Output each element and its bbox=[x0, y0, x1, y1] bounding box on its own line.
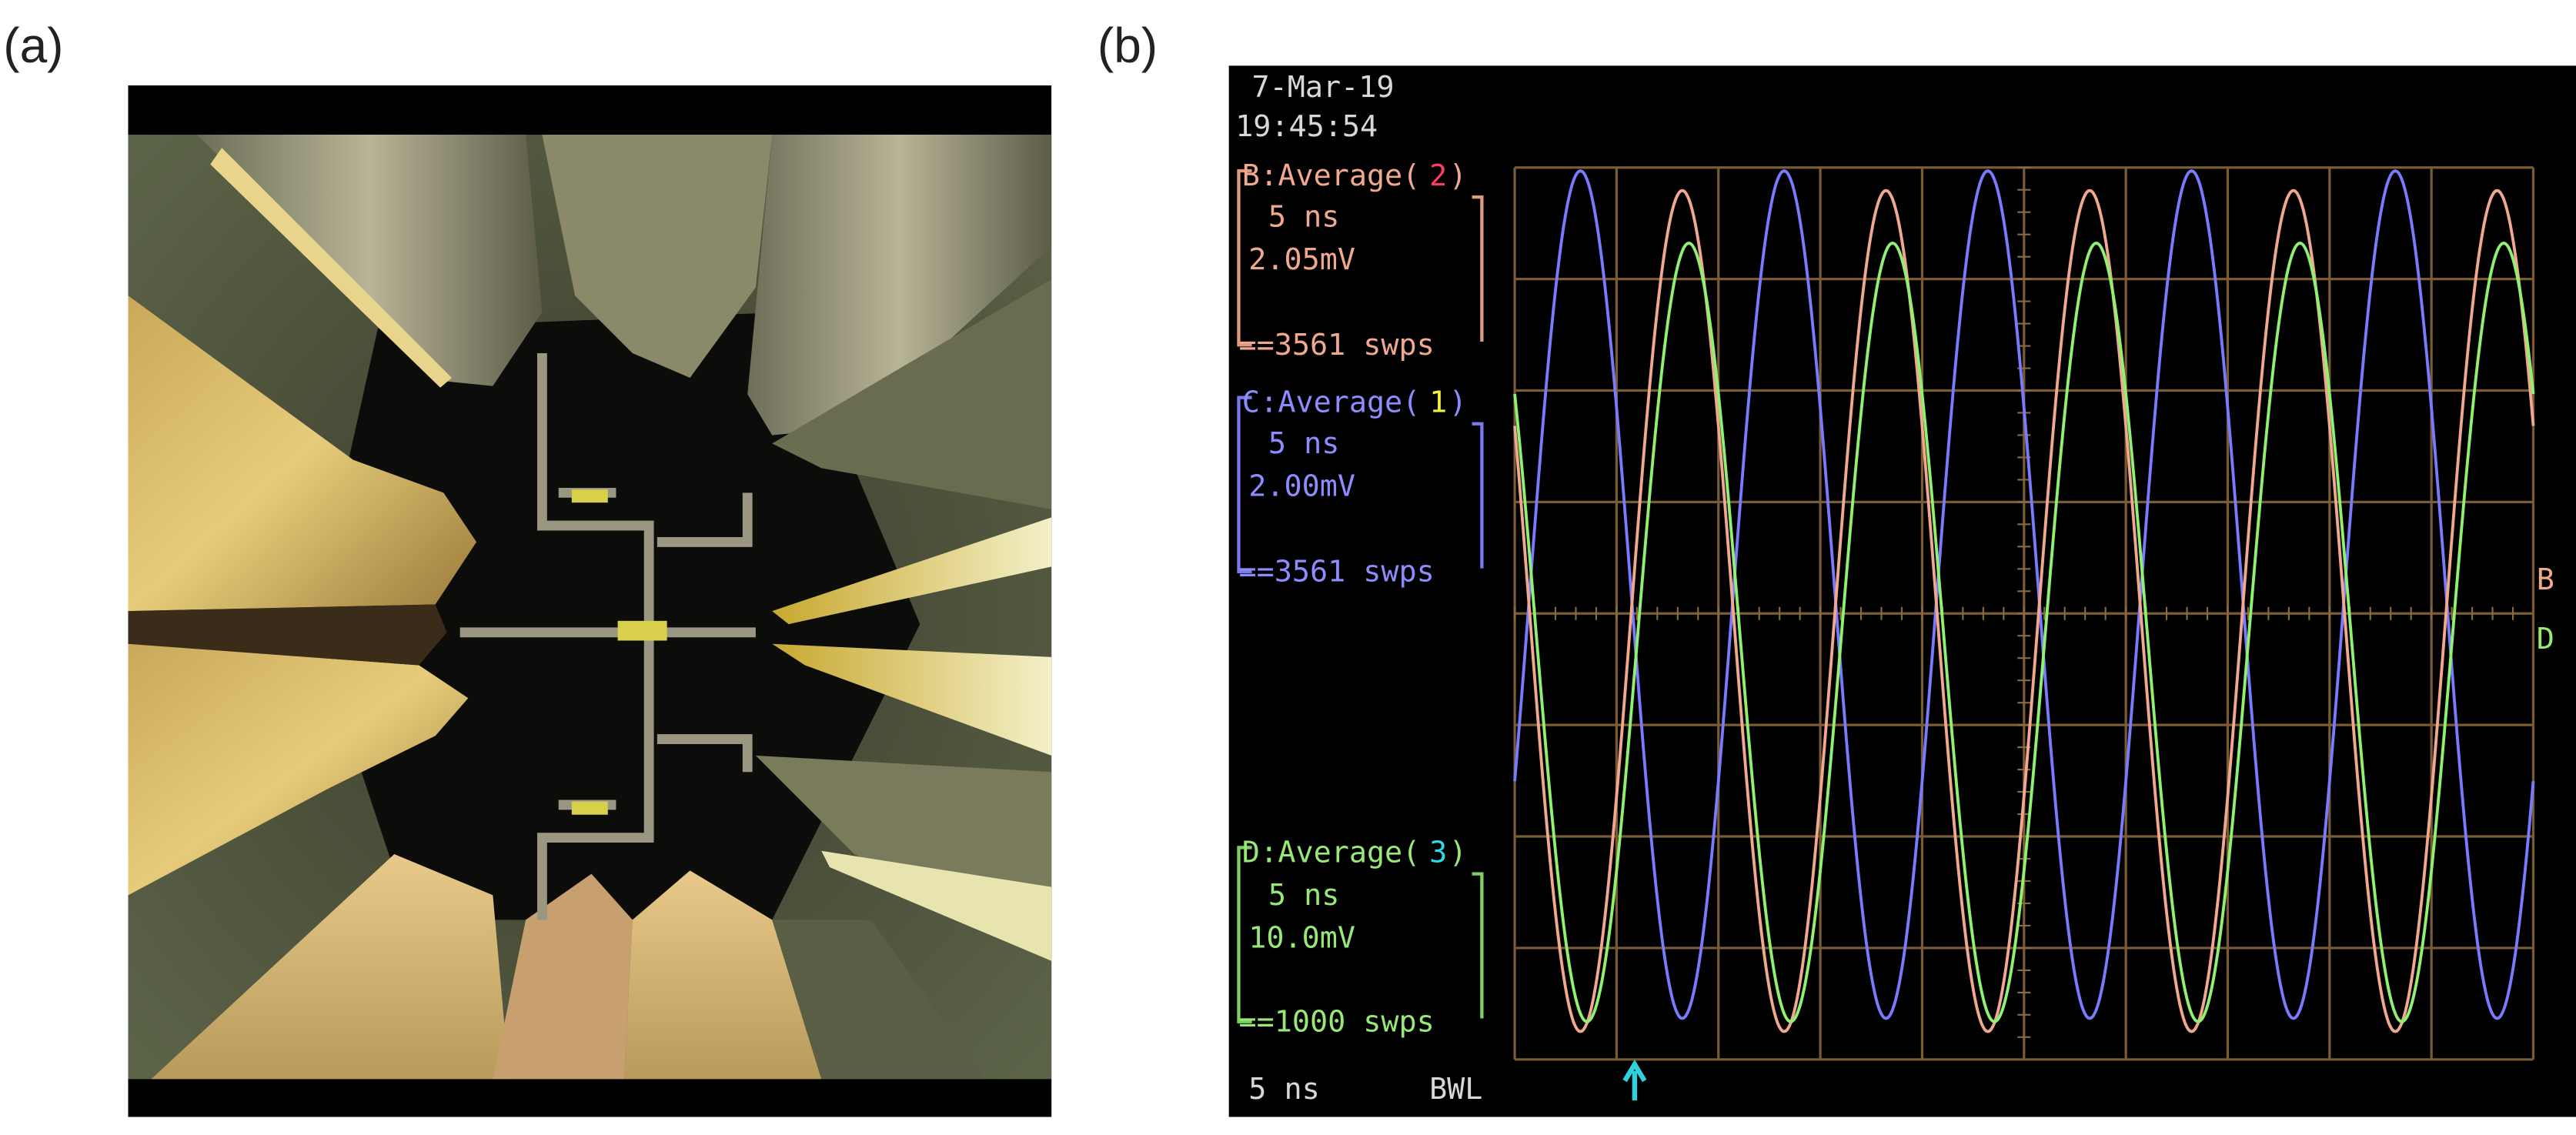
channel-source: 3 bbox=[1429, 835, 1447, 870]
date: 7-Mar-19 bbox=[1252, 70, 1395, 105]
channel-close: ) bbox=[1449, 835, 1467, 870]
panel-label: (a) bbox=[3, 18, 63, 73]
channel-mode: :Average( bbox=[1260, 386, 1420, 420]
channel-letter: B bbox=[1242, 159, 1260, 193]
channel-letter: D bbox=[1242, 835, 1260, 870]
channel-scale: 2.00mV bbox=[1248, 469, 1355, 503]
trace bbox=[1513, 241, 2535, 1023]
trace-marker: B bbox=[2537, 562, 2554, 597]
channel-mode: :Average( bbox=[1260, 159, 1420, 193]
channel-timebase: 5 ns bbox=[1268, 199, 1340, 234]
channel-timebase: 5 ns bbox=[1268, 426, 1340, 461]
channel-b: B :Average( 2 ) 5 ns 2.05mV ==3561 swps bbox=[1237, 159, 1484, 362]
oscilloscope-screen: 7-Mar-19 19:45:54 B :Average( 2 ) 5 ns 2… bbox=[1228, 65, 2576, 1117]
probe-photo bbox=[128, 85, 1052, 1117]
trace bbox=[1513, 169, 2535, 1020]
channel-close: ) bbox=[1449, 386, 1467, 420]
channel-scale: 2.05mV bbox=[1248, 242, 1355, 277]
time: 19:45:54 bbox=[1235, 109, 1378, 144]
trigger-arrow bbox=[1622, 1059, 1647, 1101]
channel-sweeps: ==1000 swps bbox=[1238, 1004, 1434, 1039]
channel-source: 1 bbox=[1429, 386, 1447, 420]
channel-timebase: 5 ns bbox=[1268, 878, 1340, 913]
trace bbox=[1513, 189, 2535, 1033]
panel-label: (b) bbox=[1098, 18, 1158, 73]
footer-timebase: 5 ns bbox=[1248, 1072, 1320, 1107]
traces bbox=[1513, 169, 2535, 1033]
channel-c: C :Average( 1 ) 5 ns 2.00mV ==3561 swps bbox=[1237, 386, 1484, 589]
channel-sweeps: ==3561 swps bbox=[1238, 328, 1434, 362]
channel-mode: :Average( bbox=[1260, 835, 1420, 870]
graticule bbox=[1513, 166, 2535, 1061]
trace-marker: D bbox=[2537, 622, 2554, 656]
channel-close: ) bbox=[1449, 159, 1467, 193]
channel-scale: 10.0mV bbox=[1248, 920, 1355, 955]
channel-source: 2 bbox=[1429, 159, 1447, 193]
channel-letter: C bbox=[1242, 386, 1260, 420]
channel-d: D :Average( 3 ) 5 ns 10.0mV ==1000 swps bbox=[1237, 835, 1484, 1039]
footer-bandwidth: BWL bbox=[1429, 1072, 1482, 1107]
channel-sweeps: ==3561 swps bbox=[1238, 554, 1434, 589]
